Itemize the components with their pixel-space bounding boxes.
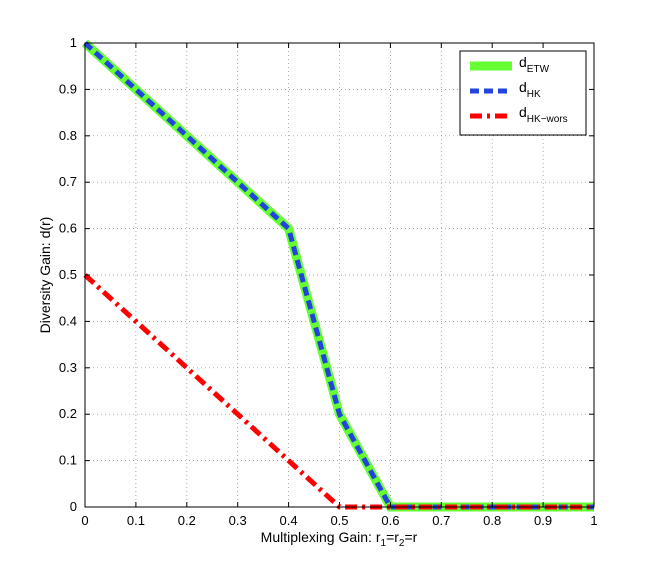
grid	[85, 43, 594, 507]
y-tick-label: 1	[70, 35, 77, 50]
y-tick-label: 0.5	[59, 267, 77, 282]
y-tick-label: 0.7	[59, 174, 77, 189]
y-tick-labels: 0 0.1 0.2 0.3 0.4 0.5 0.6 0.7 0.8 0.9 1	[59, 35, 77, 514]
legend-label: dHK	[519, 79, 541, 100]
series-line-hk	[83, 41, 594, 510]
x-tick-label: 0.2	[178, 513, 196, 528]
legend-label: dHK−wors	[519, 104, 568, 125]
x-tick-label: 0.3	[229, 513, 247, 528]
x-tick-label: 0.8	[483, 513, 501, 528]
x-tick-label: 0.6	[381, 513, 399, 528]
x-tick-label: 0.4	[280, 513, 298, 528]
y-tick-label: 0.9	[59, 81, 77, 96]
y-tick-label: 0.8	[59, 128, 77, 143]
x-tick-label: 0	[81, 513, 88, 528]
x-tick-label: 1	[590, 513, 597, 528]
x-tick-label: 0.5	[330, 513, 348, 528]
x-tick-labels: 0 0.1 0.2 0.3 0.4 0.5 0.6 0.7 0.8 0.9 1	[81, 513, 597, 528]
y-tick-label: 0.4	[59, 313, 77, 328]
x-tick-label: 0.7	[432, 513, 450, 528]
y-tick-label: 0.2	[59, 406, 77, 421]
x-tick-label: 0.9	[534, 513, 552, 528]
x-tick-label: 0.1	[127, 513, 145, 528]
y-tick-label: 0	[70, 499, 77, 514]
legend: dETW dHK dHK−wors	[459, 50, 587, 136]
y-tick-label: 0.1	[59, 453, 77, 468]
x-axis-label: Multiplexing Gain: r1=r2=r	[261, 529, 418, 549]
y-tick-label: 0.3	[59, 360, 77, 375]
y-axis-label: Diversity Gain: d(r)	[37, 217, 53, 334]
ticks	[84, 42, 595, 508]
y-tick-label: 0.6	[59, 221, 77, 236]
legend-label: dETW	[519, 54, 550, 75]
